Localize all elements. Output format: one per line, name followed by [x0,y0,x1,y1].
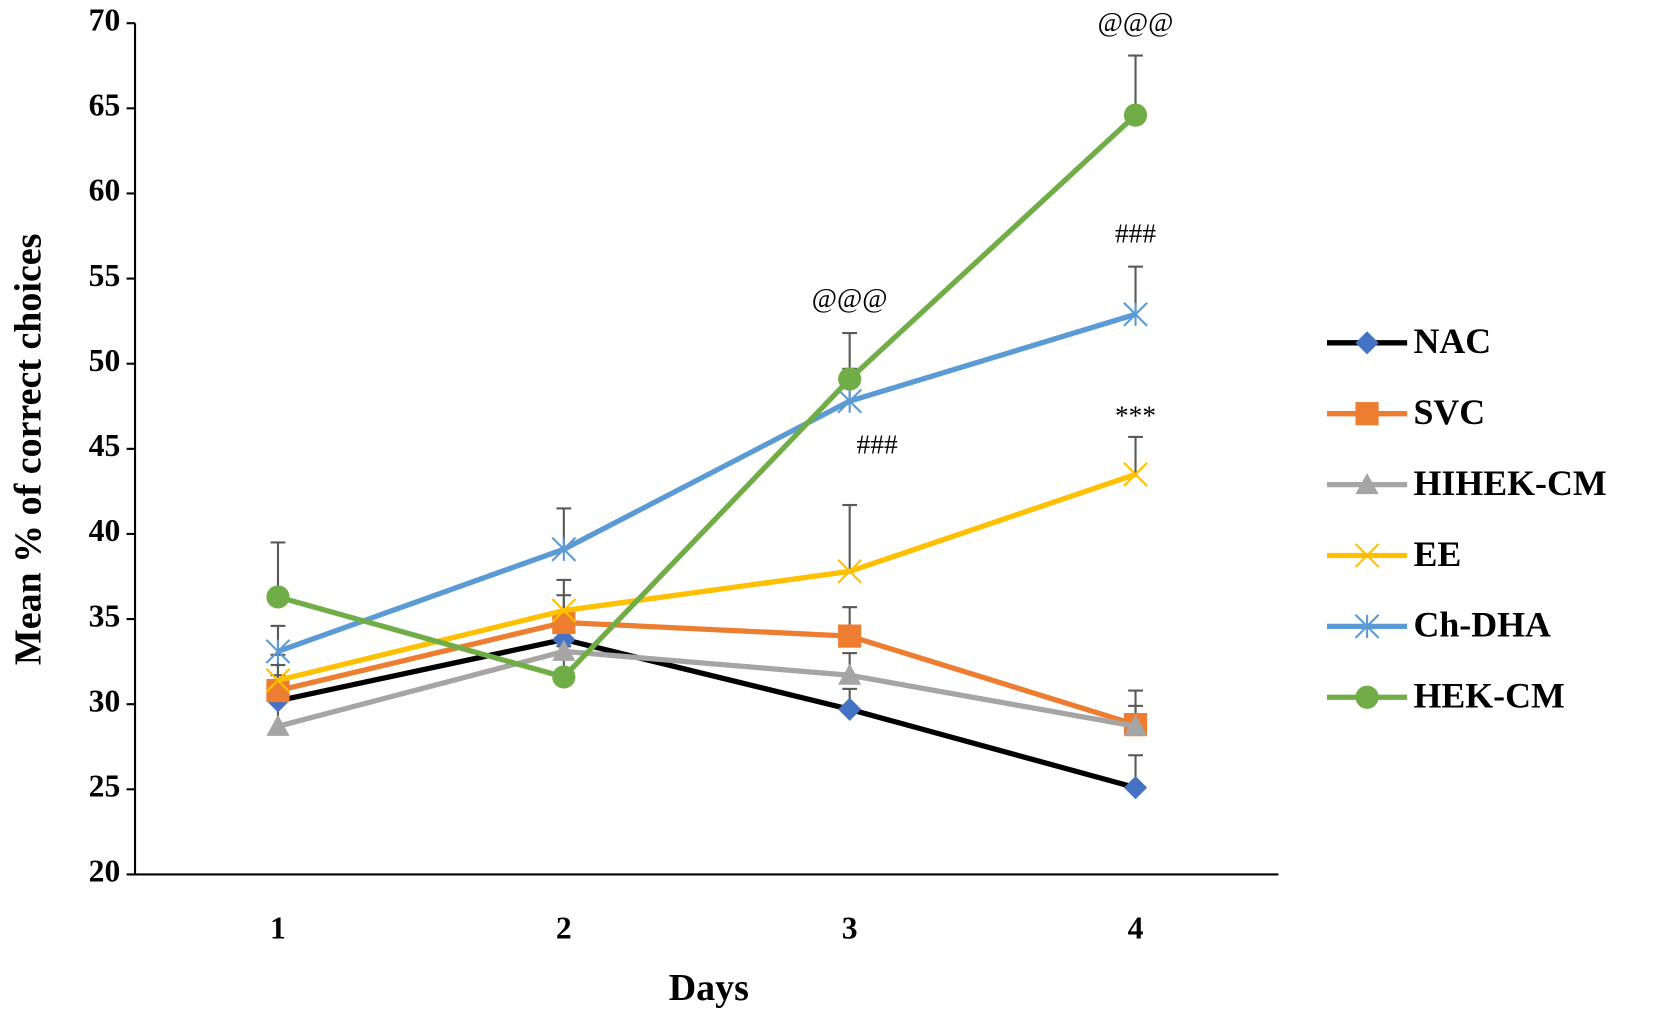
annotation: @@@ [1098,7,1174,37]
marker [1123,301,1148,327]
y-tick-label: 25 [89,769,121,804]
y-tick-label: 60 [89,173,121,208]
marker [266,714,290,736]
marker [838,663,862,685]
x-axis-title: Days [669,967,749,1009]
y-tick-label: 50 [89,343,121,378]
series-line [277,648,1136,729]
y-tick-label: 40 [89,513,121,548]
marker [266,585,290,609]
marker [1354,543,1380,568]
marker [551,536,577,562]
y-axis-title: Mean % of correct choices [7,234,49,666]
legend-label: HIHEK-CM [1413,463,1606,503]
marker [552,639,576,661]
series-line [277,113,1138,680]
error-bar [1128,435,1143,475]
series-line [277,636,1137,791]
marker [837,559,863,584]
marker [1123,462,1148,487]
legend-label: Ch-DHA [1413,605,1551,645]
marker [1123,103,1148,127]
y-tick-label: 70 [89,2,121,37]
x-tick-label: 4 [1128,911,1144,946]
legend-label: EE [1413,534,1461,574]
marker [1355,685,1379,709]
marker [1123,714,1148,736]
marker [1355,331,1379,355]
series-line [277,471,1137,683]
annotation: *** [1115,400,1156,430]
marker [838,367,862,391]
series-line [277,619,1137,728]
y-tick-label: 55 [89,258,121,293]
marker [838,697,862,721]
marker [1355,402,1379,426]
marker [551,598,577,623]
y-tick-label: 45 [89,428,121,463]
x-tick-label: 1 [270,911,286,946]
marker [1123,776,1148,800]
marker [1355,472,1379,495]
x-tick-label: 3 [842,911,858,946]
y-tick-label: 35 [89,598,121,633]
y-tick-label: 20 [89,854,121,889]
marker [552,665,576,689]
series-line [277,311,1137,654]
y-tick-label: 65 [89,88,121,123]
marker [265,668,291,693]
y-tick-label: 30 [89,683,121,718]
marker [265,639,291,664]
marker [837,388,863,414]
marker [838,624,862,648]
legend-label: HEK-CM [1413,676,1564,716]
annotation: @@@ [812,283,888,313]
marker [1354,613,1380,639]
legend-label: NAC [1413,321,1491,361]
error-bar [556,578,572,611]
annotation: ### [857,429,898,459]
annotation: ### [1115,218,1156,248]
x-tick-label: 2 [556,911,572,946]
legend-label: SVC [1413,392,1485,432]
error-bar [842,503,858,572]
marker [266,678,290,703]
